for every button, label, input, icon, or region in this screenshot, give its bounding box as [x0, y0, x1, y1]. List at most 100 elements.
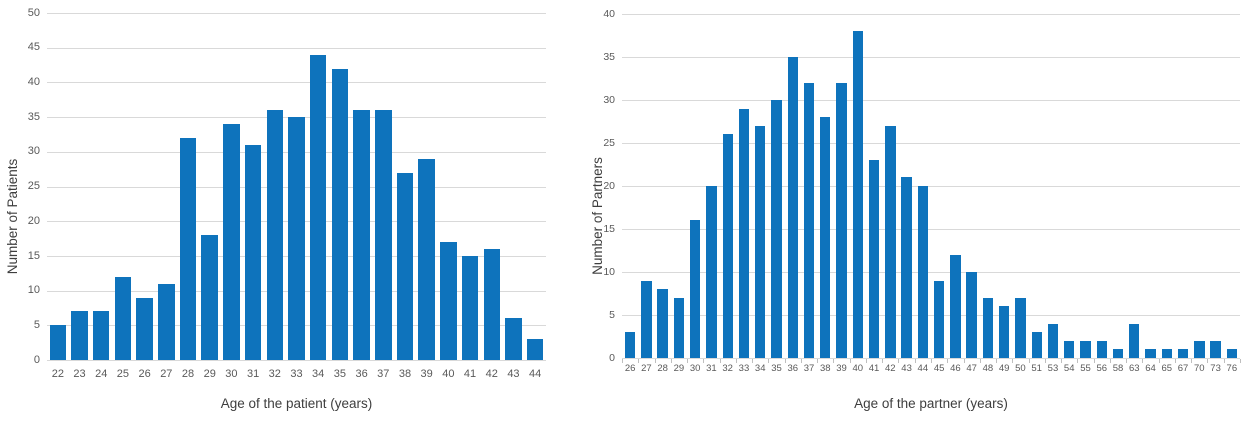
x-tick-label: 39	[836, 363, 847, 374]
y-tick-label: 30	[603, 93, 615, 106]
x-axis-line	[47, 360, 546, 361]
x-tick-label: 55	[1080, 363, 1091, 374]
x-tick-label: 41	[868, 363, 880, 374]
x-tick-label: 49	[998, 363, 1010, 374]
x-tick-label: 67	[1177, 363, 1189, 374]
bar	[755, 125, 766, 358]
y-tick-label: 0	[609, 351, 615, 364]
x-tick-label: 56	[1096, 363, 1108, 374]
bar	[917, 186, 929, 358]
x-axis-tick	[752, 359, 754, 363]
bar	[641, 280, 652, 358]
x-tick-label: 32	[268, 368, 281, 380]
y-tick-label: 40	[603, 7, 615, 20]
x-axis-tick	[719, 359, 721, 363]
x-tick-label: 32	[722, 363, 733, 374]
bar	[982, 297, 994, 358]
x-tick-label: 35	[333, 368, 346, 380]
x-tick-label: 40	[852, 363, 864, 374]
x-tick-label: 45	[933, 363, 945, 374]
y-tick-label: 40	[27, 76, 40, 88]
x-axis-line	[622, 358, 1240, 359]
x-axis-tick	[638, 359, 640, 363]
x-tick-label: 22	[51, 368, 64, 380]
bar	[738, 108, 750, 358]
x-tick-label: 39	[420, 368, 433, 380]
bar	[1031, 332, 1042, 358]
bar	[440, 242, 457, 360]
gridline	[622, 57, 1240, 58]
bar	[223, 124, 240, 360]
bar	[505, 318, 522, 360]
bar	[657, 289, 668, 358]
x-tick-label: 28	[181, 368, 195, 380]
x-axis-tick	[768, 359, 770, 363]
bar	[49, 325, 67, 360]
y-tick-label: 30	[27, 145, 40, 158]
x-tick-label: 54	[1063, 363, 1075, 374]
x-tick-label: 42	[485, 368, 498, 380]
bar	[114, 276, 132, 360]
y-tick-label: 35	[603, 50, 615, 63]
bar	[998, 306, 1010, 358]
x-axis-tick	[1158, 359, 1160, 363]
x-tick-label: 42	[885, 363, 896, 374]
y-tick-label: 25	[27, 180, 40, 193]
x-tick-label: 43	[901, 363, 912, 374]
x-tick-label: 65	[1161, 363, 1173, 374]
x-axis-tick	[1093, 359, 1095, 363]
x-tick-label: 25	[116, 368, 130, 380]
y-tick-label: 20	[27, 214, 40, 227]
plot-area: 0 5 10 15 20 25 30 35 40 45 50 22 23 24 25 26 27 28 29 30 31…	[0, 0, 585, 422]
bar	[266, 110, 284, 360]
x-tick-label: 58	[1112, 363, 1124, 374]
x-tick-label: 73	[1210, 363, 1221, 374]
bar	[483, 248, 500, 360]
bar	[868, 160, 880, 358]
x-axis-tick	[865, 359, 867, 363]
x-tick-label: 76	[1226, 363, 1238, 374]
gridline	[622, 272, 1240, 273]
x-tick-label: 36	[355, 368, 368, 380]
x-axis-tick	[735, 359, 737, 363]
y-tick-label: 15	[27, 249, 40, 262]
bar	[901, 177, 912, 358]
bar	[1194, 340, 1205, 358]
gridline	[622, 14, 1240, 15]
x-axis-tick	[849, 359, 851, 363]
x-tick-label: 51	[1031, 363, 1042, 374]
bar	[1015, 297, 1026, 358]
y-tick-label: 25	[603, 136, 615, 149]
x-tick-label: 37	[377, 368, 390, 380]
x-tick-label: 63	[1128, 363, 1140, 374]
x-axis-tick	[1028, 359, 1030, 363]
x-tick-label: 38	[398, 368, 412, 380]
x-axis-tick	[784, 359, 786, 363]
x-axis-tick	[800, 359, 802, 363]
bar	[309, 54, 327, 360]
x-tick-label: 28	[657, 363, 668, 374]
y-tick-label: 20	[603, 179, 615, 192]
x-tick-label: 64	[1145, 363, 1156, 374]
bar	[787, 57, 798, 358]
x-axis-tick	[1142, 359, 1144, 363]
bar	[375, 110, 392, 360]
x-tick-label: 26	[138, 368, 151, 380]
bar	[820, 117, 831, 358]
x-tick-label: 41	[463, 368, 477, 380]
bar	[771, 100, 782, 358]
x-axis-tick	[947, 359, 949, 363]
x-tick-label: 29	[203, 368, 216, 380]
bar	[1161, 349, 1173, 358]
x-axis-tick	[1012, 359, 1014, 363]
bar	[624, 332, 636, 358]
bar	[288, 117, 305, 360]
y-tick-label: 10	[603, 265, 615, 278]
bar	[933, 280, 945, 358]
x-tick-label: 24	[95, 368, 108, 380]
bar	[1226, 349, 1238, 358]
y-tick-label: 5	[609, 308, 615, 321]
x-tick-label: 50	[1015, 363, 1026, 374]
x-tick-label: 43	[507, 368, 520, 380]
bar	[179, 137, 197, 360]
